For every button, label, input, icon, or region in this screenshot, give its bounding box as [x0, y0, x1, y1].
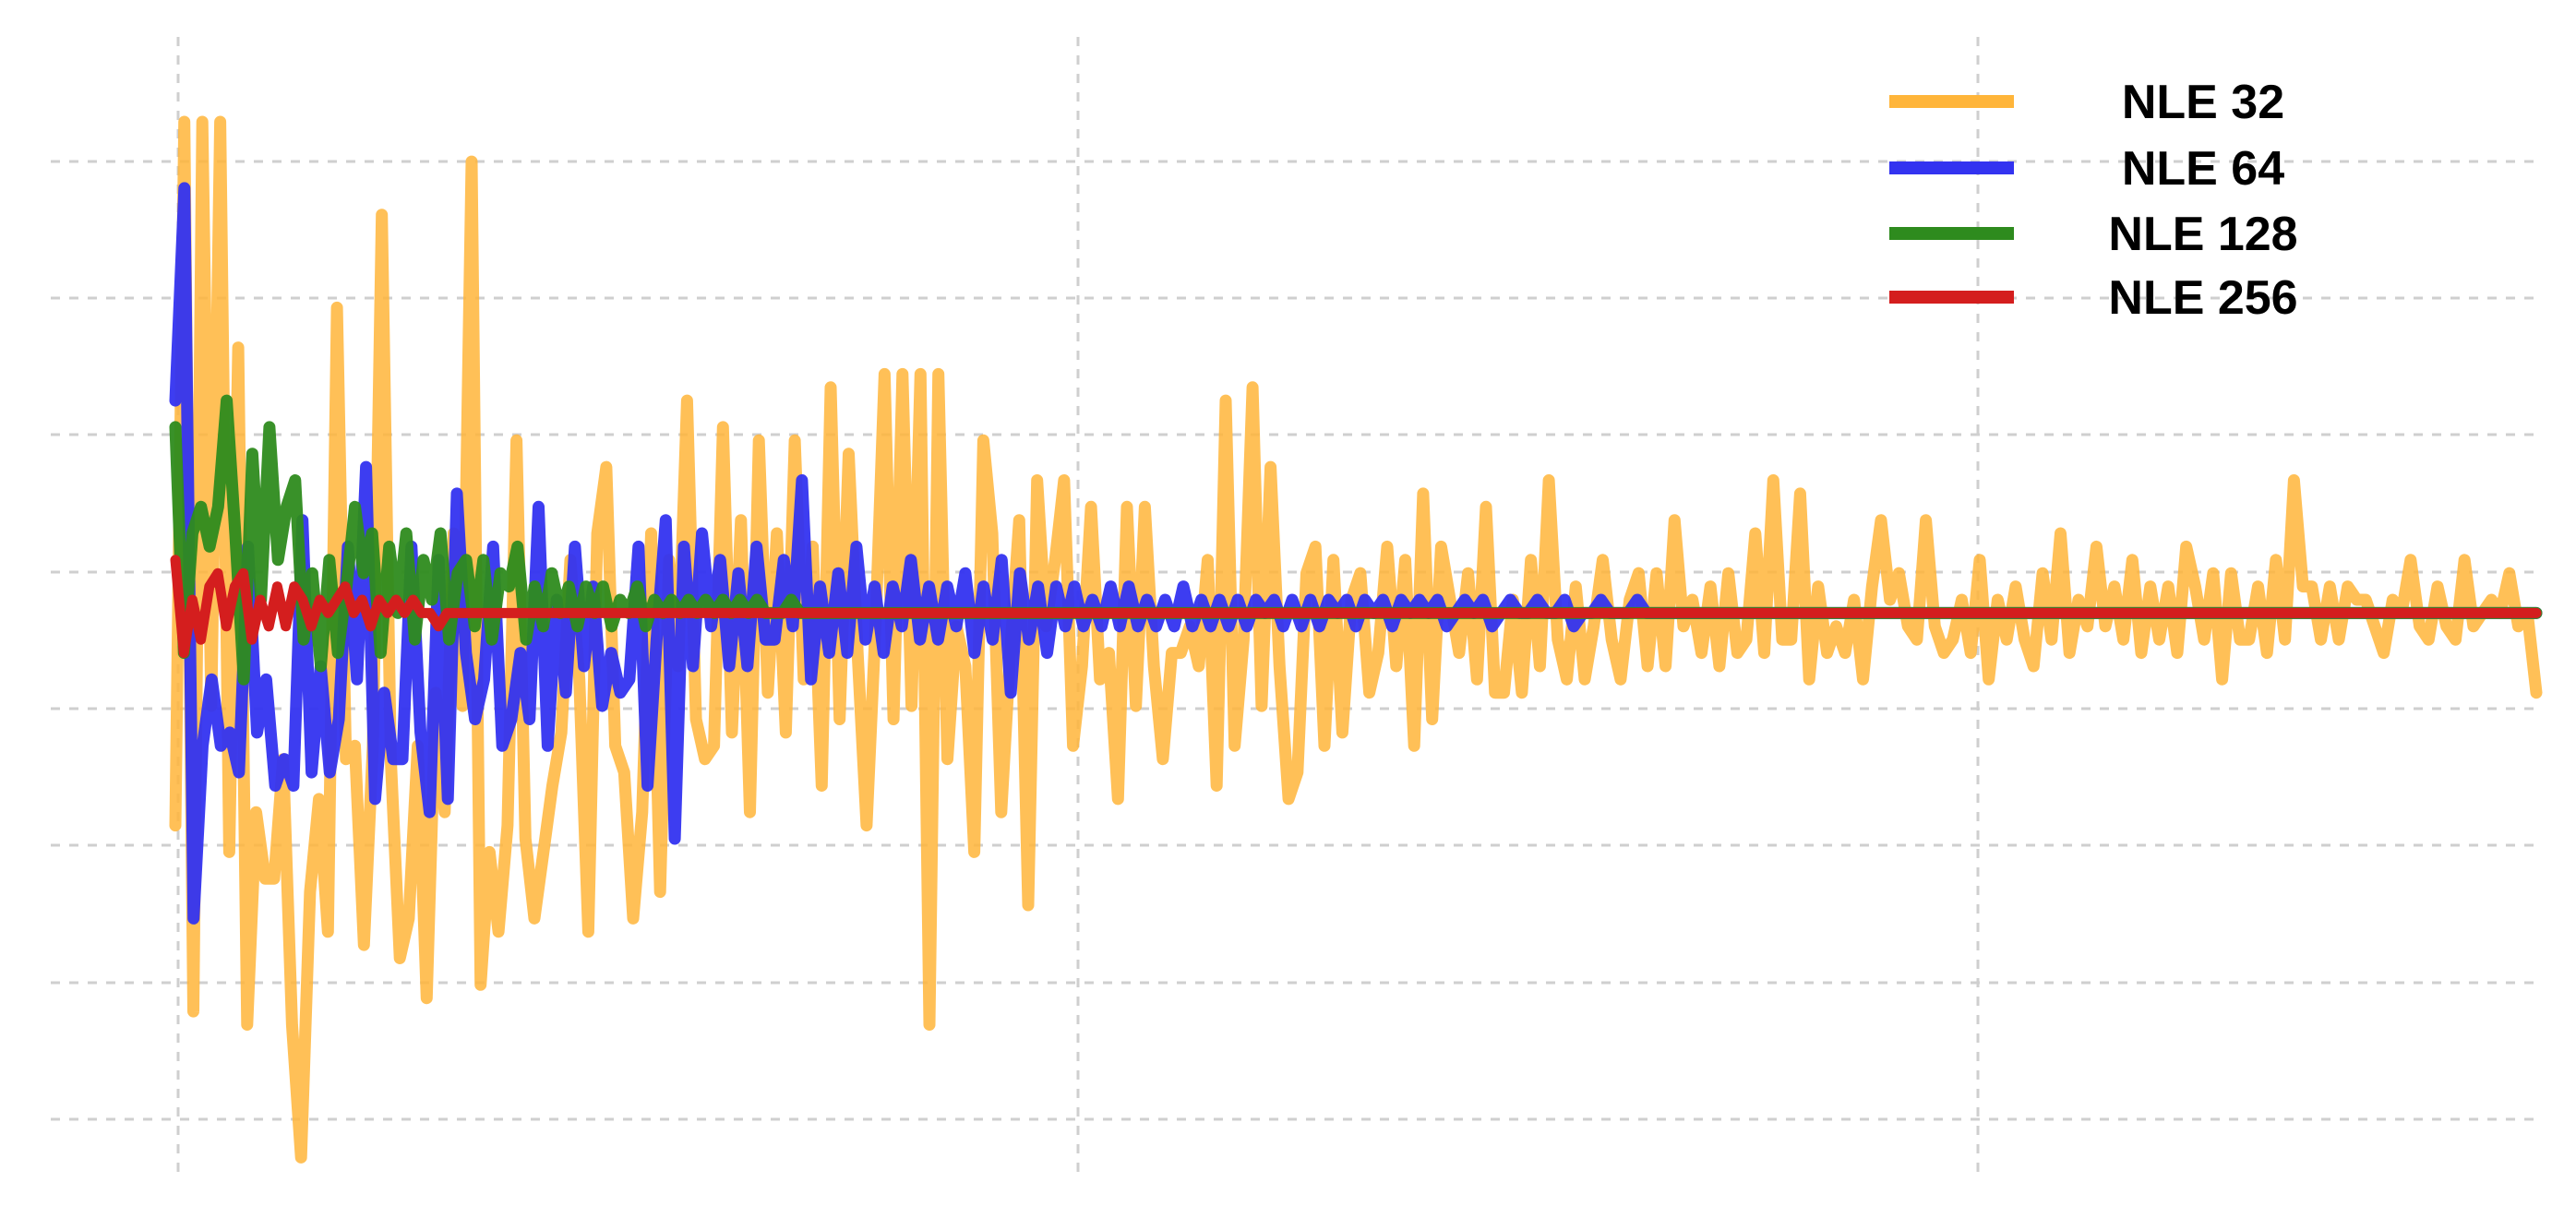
legend-label: NLE 64: [2122, 142, 2284, 196]
legend: NLE 32 NLE 64 NLE 128 NLE 256: [1889, 76, 2298, 325]
series-line-3: [170, 555, 2542, 659]
legend-label: NLE 256: [2108, 271, 2297, 325]
series-layer: [169, 115, 2543, 1164]
legend-label: NLE 128: [2108, 208, 2297, 261]
legend-entry-2: NLE 128: [1889, 208, 2298, 261]
legend-entry-3: NLE 256: [1889, 271, 2298, 325]
legend-label: NLE 32: [2122, 76, 2284, 129]
legend-entry-1: NLE 64: [1889, 142, 2284, 196]
legend-entry-0: NLE 32: [1889, 76, 2284, 129]
